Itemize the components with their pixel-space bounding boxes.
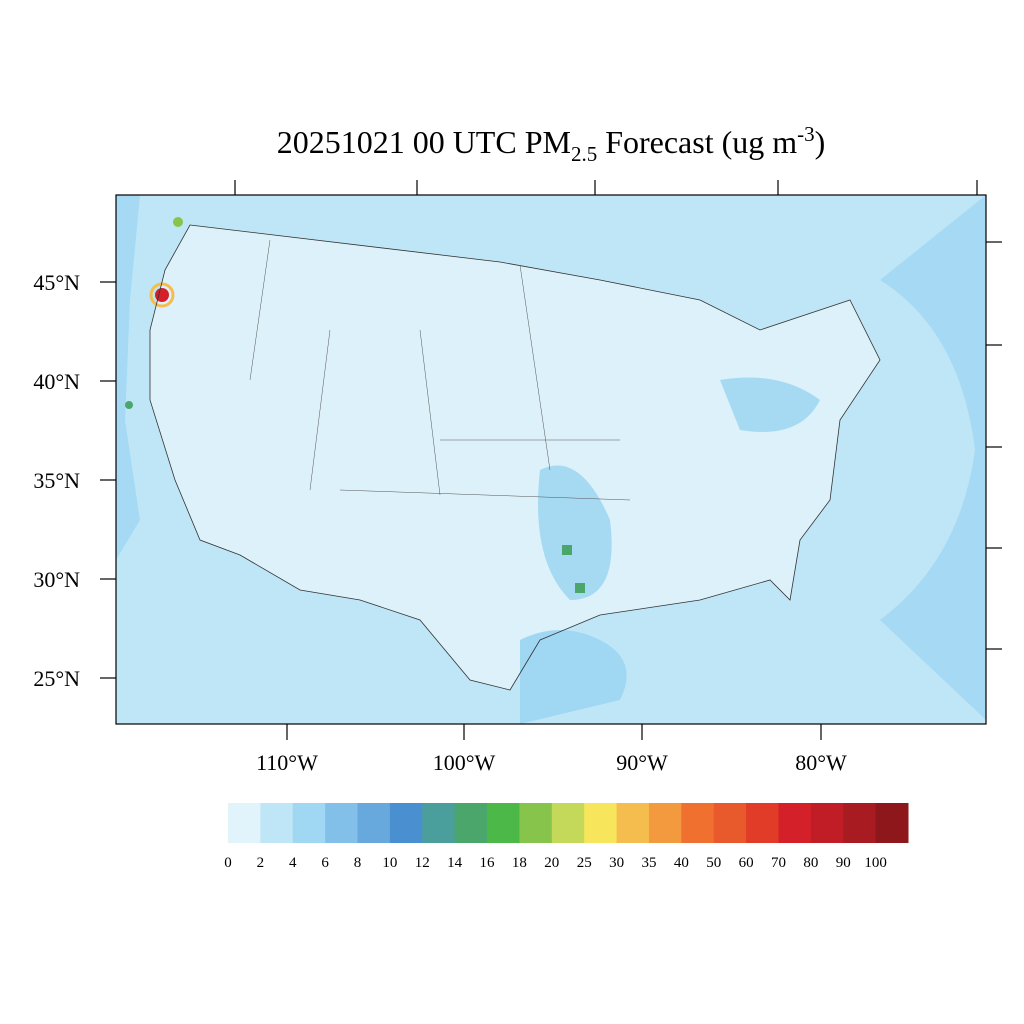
colorbar-label: 40 [674,855,689,871]
colorbar-box [260,803,294,843]
lon-label: 100°W [433,750,496,775]
colorbar-label: 70 [771,855,786,871]
colorbar-box [519,803,553,843]
colorbar-box [584,803,618,843]
colorbar-box [551,803,585,843]
colorbar-label: 4 [289,855,297,871]
colorbar-label: 0 [224,855,232,871]
colorbar-box [713,803,747,843]
lon-label: 110°W [256,750,318,775]
coastline [149,224,881,691]
colorbar: 0 2 4 6 8 10 12 14 16 18 20 25 30 35 40 50 60 70 80 90 100 [224,803,909,871]
title-text: Forecast (ug m [597,124,797,160]
title: 20251021 00 UTC PM2.5 Forecast (ug m-3) [277,122,826,166]
field-blob [720,377,820,432]
colorbar-label: 50 [706,855,721,871]
map-frame [115,194,987,725]
title-text: ) [815,124,826,160]
colorbar-box [422,803,456,843]
colorbar-label: 100 [864,855,887,871]
colorbar-label: 6 [321,855,329,871]
field-hotspot [125,401,133,409]
colorbar-box [648,803,682,843]
colorbar-label: 30 [609,855,624,871]
field-blob [538,465,612,600]
colorbar-box [746,803,779,843]
title-subscript: 2.5 [571,142,597,166]
field-hotspot [575,583,585,593]
lat-label: 30°N [33,567,80,592]
colorbar-label: 20 [544,855,559,871]
colorbar-label: 12 [415,855,430,871]
colorbar-box [357,803,391,843]
colorbar-label: 16 [480,855,496,871]
field-hotspot [173,217,183,227]
title-text: 20251021 00 UTC PM [277,124,571,160]
colorbar-label: 25 [577,855,592,871]
frame-ticks [100,180,1002,740]
lat-label: 35°N [33,468,80,493]
colorbar-box [228,803,261,843]
field-hotspot [562,545,572,555]
lat-label: 25°N [33,666,80,691]
colorbar-box [810,803,844,843]
colorbar-box [487,803,520,843]
field-blob [520,630,627,724]
colorbar-label: 60 [739,855,754,871]
colorbar-box [681,803,715,843]
state-borders [249,239,631,501]
axis-labels: 45°N 40°N 35°N 30°N 25°N 110°W 100°W 90°W 80°W [33,270,847,775]
colorbar-box [454,803,488,843]
map [116,195,986,724]
field-hotspot [149,282,175,308]
colorbar-label: 8 [354,855,362,871]
colorbar-box [843,803,877,843]
colorbar-label: 18 [512,855,527,871]
colorbar-label: 80 [803,855,818,871]
colorbar-label: 14 [447,855,463,871]
lon-label: 80°W [795,750,847,775]
land-field [150,225,880,690]
lat-label: 45°N [33,270,80,295]
colorbar-box [389,803,423,843]
colorbar-box [616,803,650,843]
lon-label: 90°W [616,750,668,775]
title-superscript: -3 [797,122,815,146]
colorbar-box [325,803,359,843]
field-hotspot [155,288,169,302]
field-blob [880,195,986,720]
lat-label: 40°N [33,369,80,394]
colorbar-label: 2 [257,855,265,871]
colorbar-label: 10 [382,855,397,871]
colorbar-label: 90 [836,855,851,871]
colorbar-label: 35 [641,855,656,871]
colorbar-box [292,803,326,843]
colorbar-box [875,803,909,843]
colorbar-box [778,803,812,843]
field-blob [116,195,140,560]
